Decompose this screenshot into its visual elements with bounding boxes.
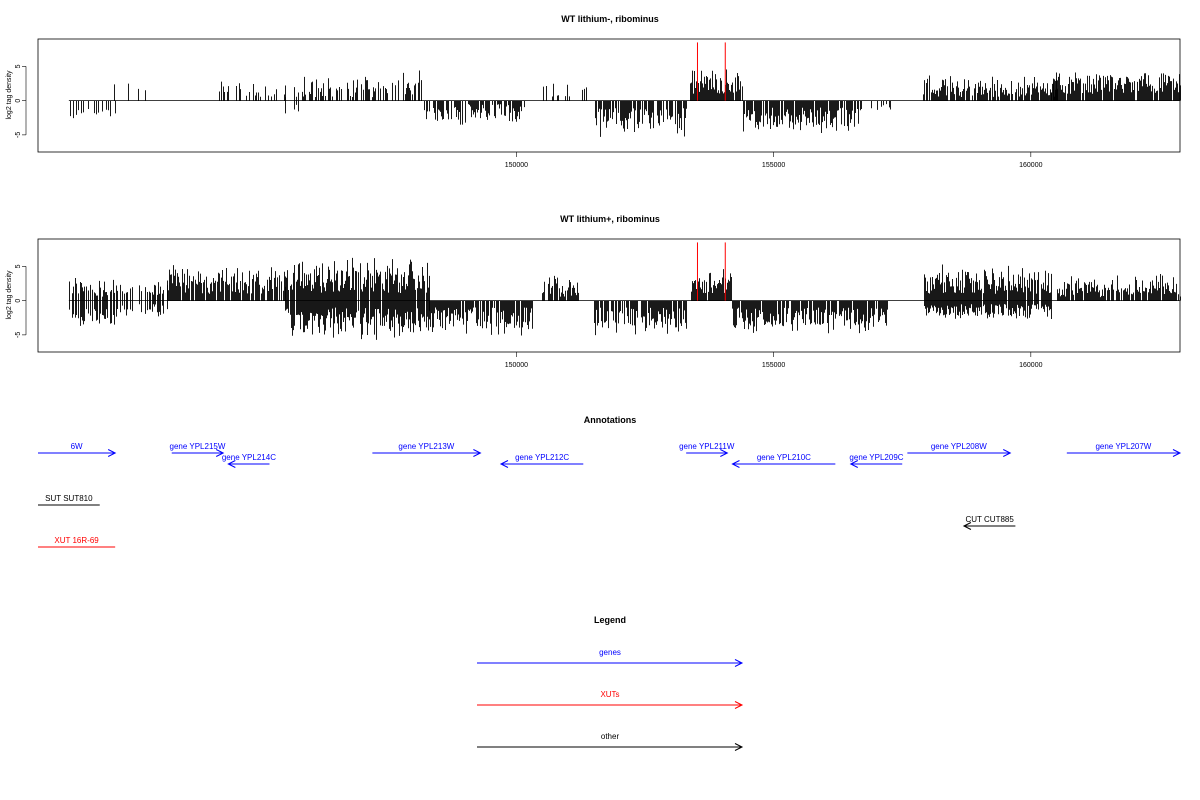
legend-arrowhead xyxy=(734,743,744,751)
y-axis-label: log2 tag density xyxy=(6,70,13,120)
annotation-label: gene YPL211W xyxy=(679,442,735,451)
annotation-arrowhead xyxy=(107,449,117,457)
annotation-label: CUT CUT885 xyxy=(966,515,1015,524)
annotation-other: CUT CUT885 xyxy=(962,515,1016,530)
annotation-features: 6W gene YPL215W gene YPL214C gene YPL213W ge… xyxy=(38,442,1182,548)
x-tick-label: 160000 xyxy=(1019,162,1042,169)
annotation-arrowhead xyxy=(849,460,858,468)
annotation-gene: gene YPL213W xyxy=(372,442,482,457)
annotation-arrowhead xyxy=(962,522,972,530)
y-tick-label: -5 xyxy=(15,132,22,138)
density-plot-lithium-plus: WT lithium+, ribominus log2 tag density … xyxy=(6,214,1181,369)
annotation-gene: gene YPL208W xyxy=(907,442,1012,457)
y-tick-label: 5 xyxy=(15,64,22,68)
x-tick-label: 155000 xyxy=(762,362,785,369)
annotation-gene: gene YPL209C xyxy=(849,453,904,468)
annotation-label: gene YPL207W xyxy=(1095,442,1151,451)
legend-item-xut: XUTs xyxy=(477,690,744,709)
y-axis-label: log2 tag density xyxy=(6,270,13,320)
annotation-gene: gene YPL214C xyxy=(222,453,276,468)
annotation-gene: gene YPL207W xyxy=(1066,442,1182,457)
x-axis: 150000 155000 160000 xyxy=(505,352,1043,369)
annotation-arrowhead xyxy=(1003,449,1012,457)
annotation-label: XUT 16R-69 xyxy=(54,536,99,545)
x-tick-label: 150000 xyxy=(505,162,528,169)
annotation-gene: gene YPL212C xyxy=(499,453,584,468)
annotation-xut: XUT 16R-69 xyxy=(38,536,116,548)
annotation-label: gene YPL213W xyxy=(398,442,454,451)
annotation-label: gene YPL212C xyxy=(515,453,569,462)
annotation-label: gene YPL214C xyxy=(222,453,276,462)
annotation-arrowhead xyxy=(215,449,225,457)
annotation-arrowhead xyxy=(473,449,482,457)
legend-arrowhead xyxy=(734,659,744,667)
x-axis: 150000 155000 160000 xyxy=(505,152,1043,169)
annotation-arrowhead xyxy=(499,460,509,468)
annotation-gene: 6W xyxy=(38,442,117,457)
density-bars xyxy=(70,69,1181,137)
y-axis: -5 0 5 xyxy=(15,264,27,338)
legend: Legend genes XUTs other xyxy=(477,615,744,751)
density-plot-lithium-minus: WT lithium-, ribominus log2 tag density … xyxy=(6,14,1181,169)
plot-title: WT lithium+, ribominus xyxy=(560,214,660,224)
highlight-markers xyxy=(696,242,726,301)
y-tick-label: 0 xyxy=(15,299,22,303)
legend-items: genes XUTs other xyxy=(477,648,744,751)
x-tick-label: 155000 xyxy=(762,162,785,169)
annotation-gene: gene YPL215W xyxy=(170,442,226,457)
annotation-label: SUT SUT810 xyxy=(45,494,93,503)
annotation-gene: gene YPL211W xyxy=(679,442,735,457)
legend-item-other: other xyxy=(477,732,744,751)
legend-label: genes xyxy=(599,648,621,657)
annotations-title: Annotations xyxy=(584,415,637,425)
annotation-arrowhead xyxy=(720,449,729,457)
x-tick-label: 150000 xyxy=(505,362,528,369)
legend-title: Legend xyxy=(594,615,626,625)
plot-frame xyxy=(37,238,1181,353)
annotation-other: SUT SUT810 xyxy=(38,494,100,506)
annotation-label: 6W xyxy=(71,442,83,451)
annotation-gene: gene YPL210C xyxy=(731,453,836,468)
annotation-label: gene YPL209C xyxy=(849,453,903,462)
y-axis: -5 0 5 xyxy=(15,64,27,138)
annotation-arrowhead xyxy=(1172,449,1182,457)
annotation-label: gene YPL210C xyxy=(757,453,811,462)
annotations-track: Annotations 6W gene YPL215W gene YPL214C ge… xyxy=(38,415,1182,548)
annotation-arrowhead xyxy=(227,460,236,468)
annotation-label: gene YPL215W xyxy=(170,442,226,451)
y-tick-label: 5 xyxy=(15,264,22,268)
plot-title: WT lithium-, ribominus xyxy=(561,14,659,24)
annotation-label: gene YPL208W xyxy=(931,442,987,451)
annotation-arrowhead xyxy=(731,460,740,468)
plot-frame xyxy=(37,38,1181,153)
highlight-markers xyxy=(696,42,726,101)
y-tick-label: -5 xyxy=(15,332,22,338)
density-bars xyxy=(69,257,1181,340)
legend-item-gene: genes xyxy=(477,648,744,667)
legend-arrowhead xyxy=(734,701,744,709)
y-tick-label: 0 xyxy=(15,99,22,103)
legend-label: XUTs xyxy=(600,690,619,699)
x-tick-label: 160000 xyxy=(1019,362,1042,369)
legend-label: other xyxy=(601,732,620,741)
